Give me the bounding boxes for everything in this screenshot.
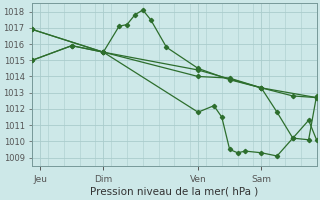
X-axis label: Pression niveau de la mer( hPa ): Pression niveau de la mer( hPa ) [90, 187, 259, 197]
